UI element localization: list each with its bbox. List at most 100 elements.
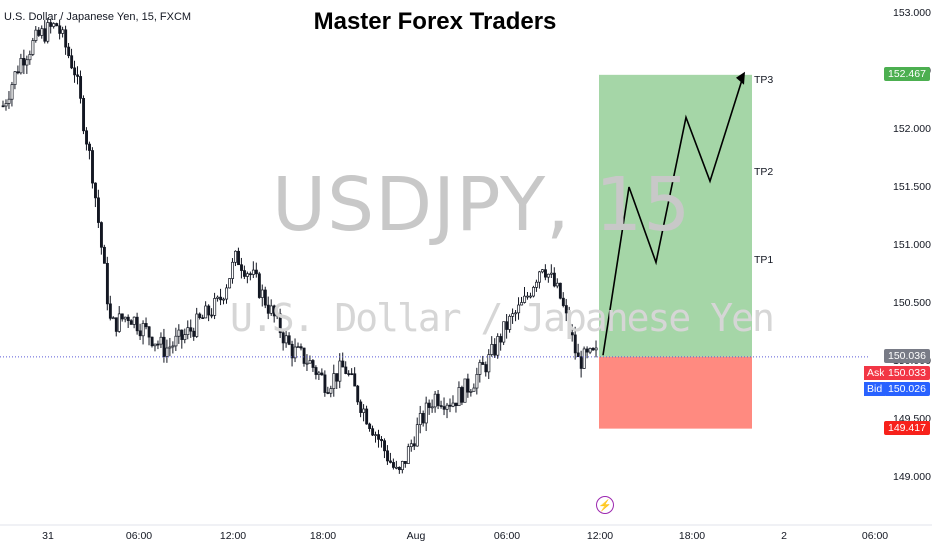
candle-body	[374, 434, 378, 436]
candle-body	[228, 278, 232, 289]
candle-body	[43, 28, 47, 42]
candle-body	[234, 250, 237, 263]
candle-body	[73, 67, 77, 76]
candle-body	[359, 401, 363, 413]
candle-body	[353, 373, 357, 387]
candle-body	[371, 428, 375, 436]
candle-body	[558, 282, 562, 299]
candle-body	[201, 317, 205, 320]
candle-body	[535, 281, 538, 288]
candle-body	[91, 150, 94, 184]
candle-body	[362, 408, 366, 413]
candle-body	[469, 390, 473, 393]
time-tick-label: 2	[781, 530, 787, 542]
candle-body	[213, 298, 217, 316]
candle-body	[180, 329, 184, 340]
candle-body	[400, 461, 404, 471]
candle-body	[97, 197, 100, 223]
candle-body	[591, 348, 595, 351]
candle-body	[246, 273, 249, 277]
candle-body	[448, 404, 452, 407]
candle-body	[451, 402, 455, 407]
candle-body	[311, 360, 315, 368]
candle-body	[475, 374, 479, 389]
candle-body	[454, 402, 458, 407]
candle-body	[466, 378, 470, 393]
candle-body	[28, 54, 32, 61]
time-tick-label: 06:00	[493, 530, 521, 542]
candle-body	[99, 222, 103, 248]
candle-body	[64, 29, 68, 48]
candle-body	[323, 374, 327, 393]
candle-body	[49, 22, 53, 27]
candle-body	[460, 387, 464, 403]
candle-body	[13, 71, 17, 85]
candle-body	[105, 263, 109, 305]
candle-body	[165, 347, 169, 357]
candle-body	[415, 424, 419, 447]
candle-body	[70, 55, 74, 69]
ask-tag: Ask	[864, 366, 888, 380]
candle-body	[380, 439, 384, 442]
candle-body	[25, 59, 29, 66]
tp3-label: TP3	[754, 74, 774, 86]
candle-body	[192, 330, 196, 337]
candle-body	[573, 334, 577, 354]
projection-path	[602, 76, 744, 356]
candle-body	[582, 348, 586, 369]
candle-body	[189, 327, 193, 332]
candle-body	[126, 316, 130, 321]
candle-body	[195, 313, 199, 337]
candle-body	[389, 460, 392, 463]
candle-body	[570, 332, 574, 336]
candle-body	[141, 323, 145, 337]
candle-body	[22, 58, 26, 66]
candle-body	[58, 25, 62, 34]
candle-body	[508, 315, 512, 330]
candle-body	[502, 321, 506, 343]
candle-body	[237, 250, 240, 266]
candle-body	[395, 466, 398, 469]
candle-body	[147, 326, 151, 338]
candle-body	[284, 335, 288, 344]
candle-body	[365, 408, 369, 425]
candle-body	[576, 352, 580, 358]
candle-body	[117, 313, 121, 332]
lightning-icon[interactable]: ⚡	[596, 496, 614, 514]
candle-body	[7, 98, 11, 104]
candle-body	[52, 23, 56, 27]
candle-body	[585, 348, 589, 353]
candle-body	[219, 296, 223, 301]
candle-body	[231, 261, 235, 279]
candle-body	[529, 295, 533, 298]
candle-body	[251, 269, 255, 275]
candle-body	[514, 312, 518, 315]
time-tick-label: 18:00	[678, 530, 706, 542]
candle-body	[552, 272, 556, 287]
time-tick-label: Aug	[406, 530, 426, 542]
candle-body	[243, 270, 246, 277]
symbol-info[interactable]: U.S. Dollar / Japanese Yen, 15, FXCM	[4, 11, 192, 23]
candle-body	[37, 29, 41, 36]
current-price-label: 150.036	[884, 349, 930, 363]
candle-body	[555, 282, 559, 287]
candle-body	[10, 84, 14, 100]
candle-body	[397, 466, 401, 471]
candle-body	[55, 23, 59, 27]
candle-body	[561, 297, 565, 306]
candle-body	[183, 334, 187, 340]
candle-body	[594, 347, 598, 351]
candle-body	[88, 143, 91, 151]
candle-body	[46, 22, 50, 42]
candle-body	[356, 385, 360, 403]
time-tick-label: 18:00	[309, 530, 337, 542]
candle-body	[567, 312, 571, 333]
candle-body	[82, 98, 86, 132]
loss-zone[interactable]	[599, 356, 752, 429]
candle-body	[40, 28, 44, 36]
candle-body	[102, 246, 106, 264]
candle-body	[159, 336, 163, 345]
candle-body	[403, 461, 407, 464]
candle-body	[505, 321, 509, 330]
